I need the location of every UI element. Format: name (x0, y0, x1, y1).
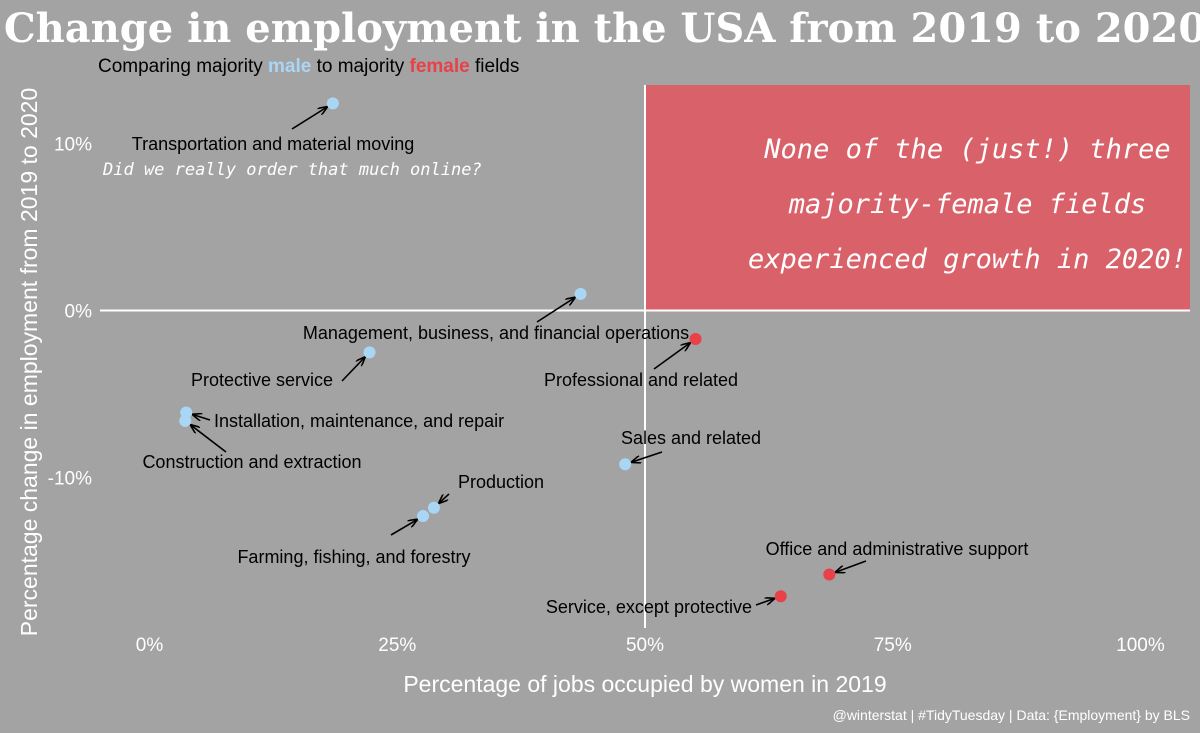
point-label: Sales and related (621, 428, 761, 448)
point-label: Installation, maintenance, and repair (214, 411, 504, 431)
data-point-male (326, 97, 339, 110)
chart-caption: @winterstat | #TidyTuesday | Data: {Empl… (833, 707, 1190, 723)
x-axis-title: Percentage of jobs occupied by women in … (403, 671, 886, 697)
label-arrows (192, 108, 867, 606)
label-arrow (390, 520, 416, 536)
point-label: Service, except protective (546, 597, 752, 617)
highlight-quadrant (645, 85, 1190, 311)
point-label: Production (458, 472, 544, 492)
point-label: Farming, fishing, and forestry (237, 547, 470, 567)
label-arrow (633, 451, 663, 462)
subtitle-middle: to majority (311, 56, 409, 77)
label-arrow (755, 599, 773, 606)
data-point-female (689, 332, 702, 345)
label-arrow (653, 344, 689, 370)
data-point-male (427, 501, 440, 514)
highlight-note: None of the (just!) three majority-female… (748, 134, 1187, 275)
subtitle-prefix: Comparing majority (98, 56, 268, 77)
subtitle-female: female (410, 56, 470, 77)
x-tick-label: 50% (626, 635, 664, 656)
label-arrow (536, 298, 574, 323)
highlight-note-line: experienced growth in 2020! (748, 244, 1187, 275)
point-label: Protective service (191, 370, 333, 390)
data-point-male (179, 414, 192, 427)
data-point-male (619, 458, 632, 471)
point-label: Transportation and material moving (132, 134, 414, 154)
label-arrow (194, 415, 211, 420)
highlight-note-line: majority-female fields (788, 189, 1147, 220)
side-note: Did we really order that much online? (102, 160, 482, 180)
x-tick-label: 25% (378, 635, 416, 656)
x-tick-label: 75% (874, 635, 912, 656)
chart-subtitle: Comparing majority male to majority fema… (98, 56, 519, 77)
label-arrow (837, 560, 867, 572)
label-arrow (291, 108, 326, 130)
point-label: Construction and extraction (142, 452, 361, 472)
x-tick-label: 100% (1116, 635, 1165, 656)
chart-title: Change in employment in the USA from 201… (4, 5, 1200, 52)
data-point-female (774, 590, 787, 603)
point-labels: Transportation and material moving Manage… (132, 134, 1029, 617)
data-point-male (363, 346, 376, 359)
data-point-male (574, 287, 587, 300)
point-label: Professional and related (544, 370, 738, 390)
data-point-female (823, 568, 836, 581)
label-arrow (440, 493, 450, 502)
data-points (179, 97, 836, 603)
subtitle-suffix: fields (470, 56, 520, 77)
data-point-male (417, 510, 430, 523)
label-arrow (192, 426, 227, 453)
point-label: Management, business, and financial oper… (303, 323, 689, 343)
y-tick-label: 10% (54, 134, 92, 155)
y-tick-label: -10% (48, 469, 92, 490)
y-axis-title: Percentage change in employment from 201… (16, 88, 42, 637)
x-tick-label: 0% (136, 635, 164, 656)
subtitle-male: male (268, 56, 311, 77)
highlight-note-line: None of the (just!) three (763, 134, 1170, 165)
y-axis-ticks: 10% 0% -10% (48, 134, 92, 489)
point-label: Office and administrative support (766, 539, 1029, 559)
x-axis-ticks: 0% 25% 50% 75% 100% (136, 635, 1165, 656)
label-arrow (341, 358, 364, 382)
y-tick-label: 0% (65, 302, 93, 323)
